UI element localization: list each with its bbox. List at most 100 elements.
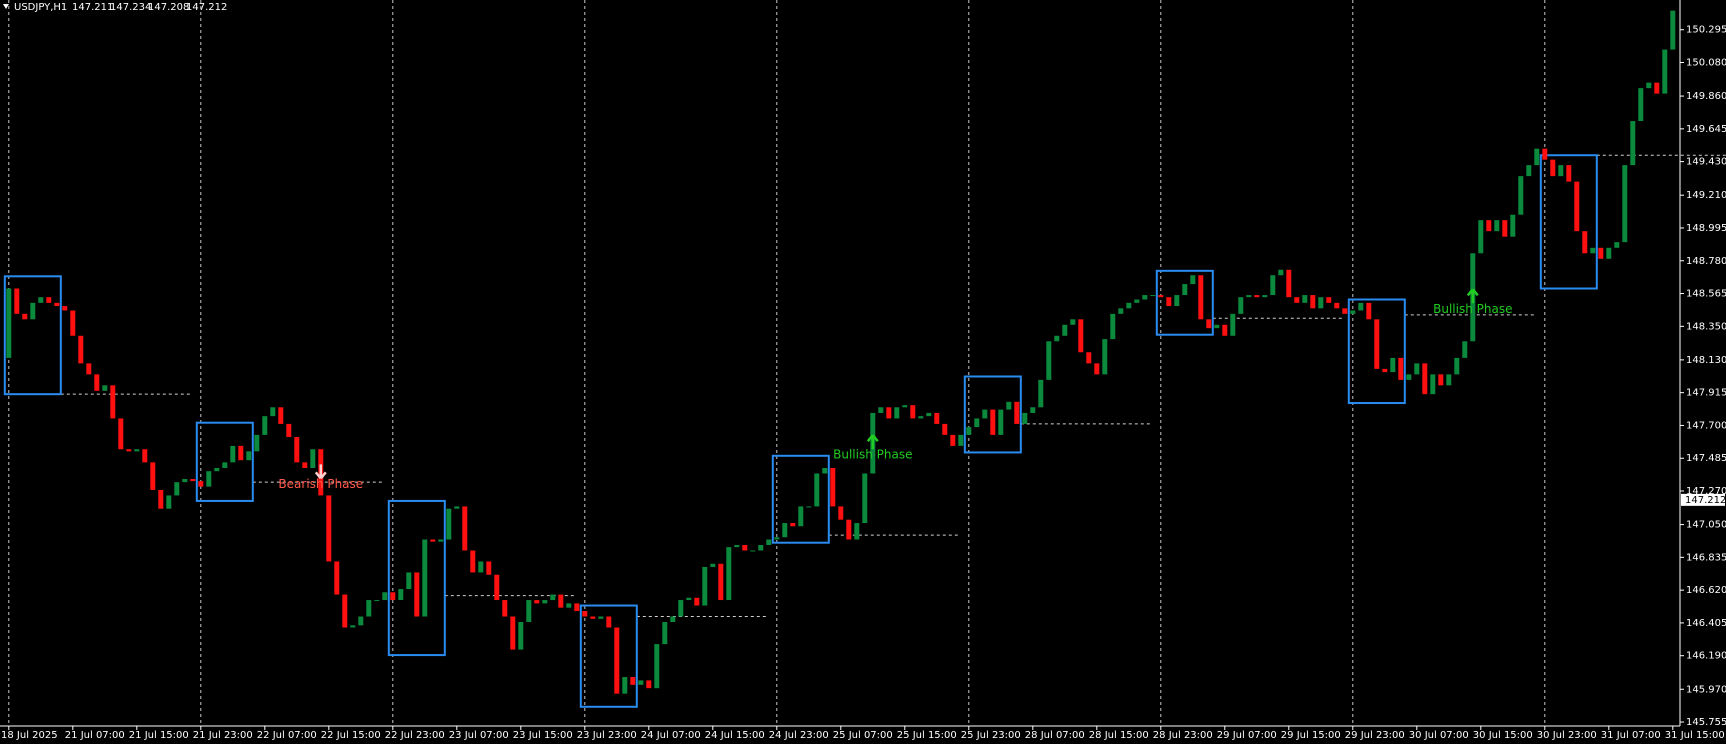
- candle-body: [846, 519, 852, 540]
- candle-body: [286, 423, 292, 438]
- x-tick-label: 28 Jul 07:00: [1025, 730, 1085, 741]
- candle-body: [1598, 247, 1604, 259]
- bar-high: 147.234: [110, 2, 151, 13]
- candle-body: [86, 363, 92, 375]
- candle-body: [950, 434, 956, 446]
- candle-body: [158, 489, 164, 509]
- candle-body: [1422, 363, 1428, 395]
- y-tick-label: 149.860: [1686, 91, 1726, 102]
- y-tick-label: 146.190: [1686, 651, 1726, 662]
- price-label: 147.212: [1685, 495, 1726, 506]
- candle-body: [1510, 214, 1516, 237]
- candle-body: [174, 482, 180, 496]
- candle-body: [1294, 297, 1300, 303]
- candle-body: [398, 589, 404, 601]
- candle-body: [886, 407, 892, 419]
- candle-body: [1406, 374, 1412, 380]
- candle-body: [278, 407, 284, 424]
- candle-body: [1566, 165, 1572, 182]
- candle-body: [1006, 401, 1012, 410]
- candle-body: [1118, 308, 1124, 314]
- candle-body: [1550, 159, 1556, 177]
- candle-body: [1046, 341, 1052, 380]
- session-box: [195, 421, 254, 502]
- candle-body: [990, 409, 996, 435]
- x-tick-label: 21 Jul 07:00: [65, 730, 125, 741]
- candle-body: [686, 597, 692, 601]
- candle-body: [894, 407, 900, 419]
- candle-body: [622, 677, 628, 694]
- candle-body: [726, 547, 732, 601]
- candle-body: [638, 680, 644, 685]
- candle-body: [654, 644, 660, 689]
- candle-body: [446, 508, 452, 540]
- candle-body: [494, 574, 500, 601]
- candle-body: [1014, 401, 1020, 424]
- candle-body: [1230, 313, 1236, 336]
- x-tick-label: 28 Jul 23:00: [1153, 730, 1213, 741]
- signal-label: Bearish Phase: [278, 477, 363, 491]
- candle-body: [662, 622, 668, 645]
- candle-body: [102, 385, 108, 391]
- candle-body: [270, 407, 276, 417]
- bar-close: 147.212: [186, 2, 227, 13]
- candle-body: [390, 592, 396, 601]
- candle-body: [558, 594, 564, 608]
- candle-body: [830, 467, 836, 507]
- candle-body: [1102, 339, 1108, 375]
- candle-body: [254, 434, 260, 452]
- symbol-menu-icon[interactable]: [3, 4, 9, 9]
- x-tick-label: 24 Jul 23:00: [769, 730, 829, 741]
- candle-body: [486, 561, 492, 575]
- candle-body: [1574, 181, 1580, 232]
- y-tick-label: 148.350: [1686, 321, 1726, 332]
- candle-body: [1142, 295, 1148, 300]
- candle-body: [38, 297, 44, 303]
- candle-body: [30, 302, 36, 320]
- x-tick-label: 22 Jul 15:00: [321, 730, 381, 741]
- candle-body: [62, 306, 68, 311]
- candle-body: [1430, 374, 1436, 395]
- candle-body: [782, 523, 788, 538]
- candle-body: [1302, 295, 1308, 303]
- x-tick-label: 25 Jul 23:00: [961, 730, 1021, 741]
- signal-label: Bullish Phase: [833, 448, 912, 462]
- candle-body: [590, 616, 596, 619]
- candle-body: [982, 409, 988, 419]
- candle-body: [814, 473, 820, 507]
- session-box: [1155, 269, 1214, 336]
- candle-body: [1438, 374, 1444, 386]
- x-tick-label: 29 Jul 23:00: [1345, 730, 1405, 741]
- candle-body: [502, 600, 508, 617]
- bar-low: 147.208: [148, 2, 189, 13]
- candle-body: [566, 603, 572, 608]
- candle-body: [526, 600, 532, 623]
- y-tick-label: 149.430: [1686, 157, 1726, 168]
- candle-body: [150, 462, 156, 490]
- candle-body: [1174, 295, 1180, 307]
- candle-body: [374, 600, 380, 602]
- candle-body: [302, 462, 308, 468]
- candle-body: [22, 313, 28, 320]
- candle-body: [414, 572, 420, 617]
- candle-body: [478, 561, 484, 573]
- candle-body: [1622, 165, 1628, 243]
- candle-body: [1222, 324, 1228, 336]
- session-box: [963, 375, 1022, 454]
- candle-body: [238, 445, 244, 461]
- candle-body: [350, 625, 356, 628]
- candle-body: [422, 539, 428, 617]
- candle-body: [6, 288, 12, 358]
- candle-body: [974, 418, 980, 428]
- candle-body: [1630, 121, 1636, 166]
- candle-body: [166, 495, 172, 509]
- candle-body: [1606, 247, 1612, 259]
- candle-body: [1198, 275, 1204, 320]
- candle-body: [750, 550, 756, 552]
- signal-label: Bullish Phase: [1433, 302, 1512, 316]
- candle-body: [1246, 295, 1252, 298]
- candle-body: [14, 288, 20, 314]
- candle-body: [510, 616, 516, 650]
